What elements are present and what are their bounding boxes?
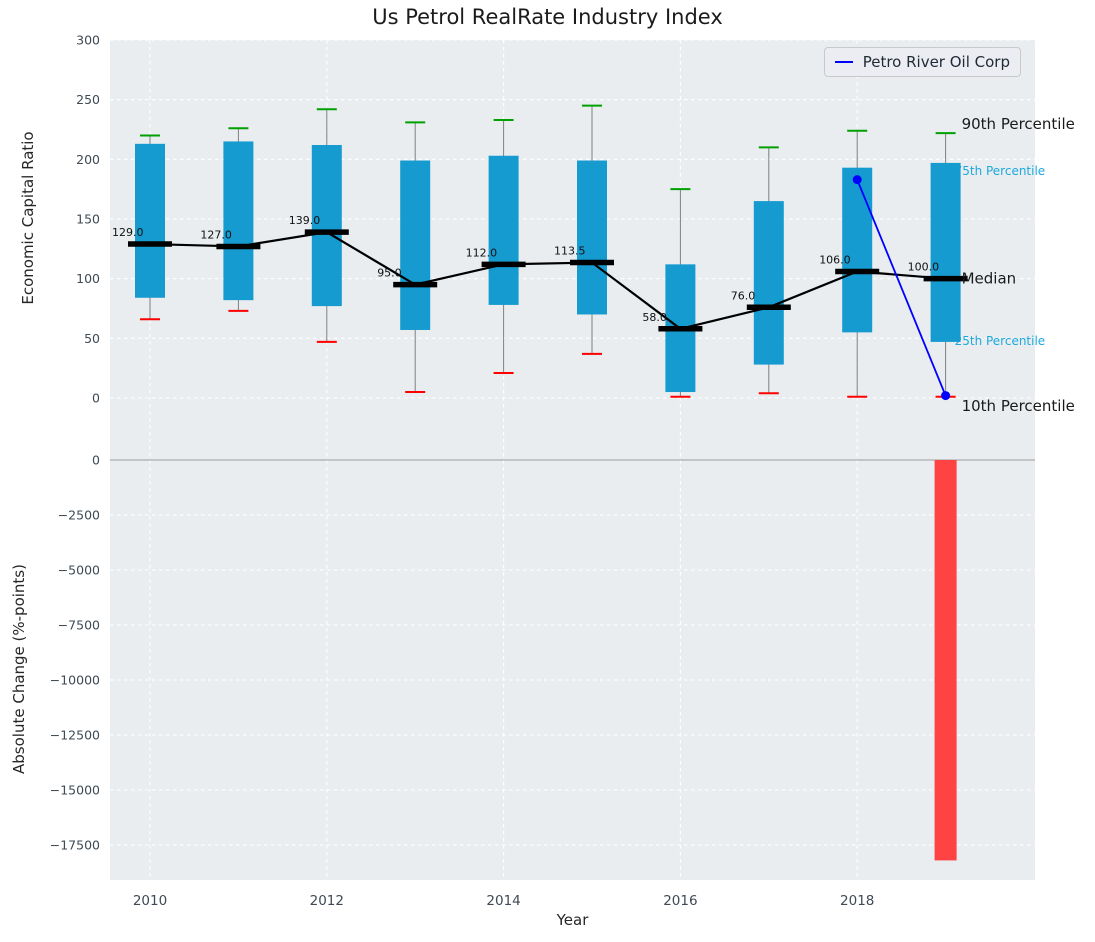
annotation-median: Median <box>962 270 1017 288</box>
median-value-label-2013: 95.0 <box>377 267 402 280</box>
tick-label-bottom-y--2500: −2500 <box>58 508 100 523</box>
tick-label-top-y-300: 300 <box>76 33 100 48</box>
tick-label-x-2010: 2010 <box>133 893 167 909</box>
annotation-75th-percentile: 75th Percentile <box>955 164 1046 178</box>
median-value-label-2011: 127.0 <box>200 228 232 241</box>
tick-label-x-2016: 2016 <box>663 893 697 909</box>
annotation-10th-percentile: 10th Percentile <box>962 397 1075 415</box>
tick-label-x-2018: 2018 <box>840 893 874 909</box>
tick-label-bottom-y-0: 0 <box>92 453 100 468</box>
chart-title: Us Petrol RealRate Industry Index <box>372 5 723 29</box>
iqr-box-2019 <box>930 162 961 342</box>
annotation-90th-percentile: 90th Percentile <box>962 115 1075 133</box>
median-value-label-2015: 113.5 <box>554 245 586 258</box>
median-value-label-2014: 112.0 <box>466 246 498 259</box>
legend-line-icon <box>835 61 853 63</box>
tick-label-bottom-y--17500: −17500 <box>50 838 100 853</box>
legend: Petro River Oil Corp <box>824 47 1021 77</box>
iqr-box-2017 <box>753 201 784 365</box>
tick-label-top-y-100: 100 <box>76 271 100 286</box>
tick-label-top-y-250: 250 <box>76 92 100 107</box>
tick-label-x-2014: 2014 <box>486 893 520 909</box>
iqr-box-2015 <box>577 160 607 315</box>
tick-label-x-2012: 2012 <box>310 893 344 909</box>
iqr-box-2012 <box>311 145 342 307</box>
median-value-label-2018: 106.0 <box>819 254 851 267</box>
tick-label-bottom-y--12500: −12500 <box>50 728 100 743</box>
median-trend-line <box>149 230 946 330</box>
tick-label-bottom-y--15000: −15000 <box>50 783 100 798</box>
tick-label-top-y-200: 200 <box>76 152 100 167</box>
annotation-25th-percentile: 25th Percentile <box>955 334 1046 348</box>
y-axis-label-bottom: Absolute Change (%-points) <box>10 564 28 774</box>
company-point-2018 <box>852 175 862 185</box>
iqr-box-2013 <box>400 160 431 330</box>
tick-label-top-y-50: 50 <box>84 331 100 346</box>
tick-label-top-y-0: 0 <box>92 391 100 406</box>
y-axis-label-top: Economic Capital Ratio <box>19 131 37 305</box>
median-value-label-2019: 100.0 <box>908 261 940 274</box>
tick-label-bottom-y--10000: −10000 <box>50 673 100 688</box>
change-bar-2019 <box>934 460 957 861</box>
iqr-box-2010 <box>135 143 165 298</box>
x-axis-label: Year <box>556 911 589 929</box>
company-line <box>856 179 947 396</box>
tick-label-bottom-y--7500: −7500 <box>58 618 100 633</box>
company-point-2019 <box>941 391 951 401</box>
tick-label-top-y-150: 150 <box>76 212 100 227</box>
tick-label-bottom-y--5000: −5000 <box>58 563 100 578</box>
iqr-box-2018 <box>842 167 873 333</box>
median-value-label-2017: 76.0 <box>731 289 756 302</box>
iqr-box-2014 <box>488 155 519 305</box>
iqr-box-2011 <box>223 141 254 301</box>
median-value-label-2016: 58.0 <box>642 311 667 324</box>
median-value-label-2010: 129.0 <box>112 226 144 239</box>
legend-label: Petro River Oil Corp <box>862 53 1010 71</box>
median-value-label-2012: 139.0 <box>289 214 321 227</box>
